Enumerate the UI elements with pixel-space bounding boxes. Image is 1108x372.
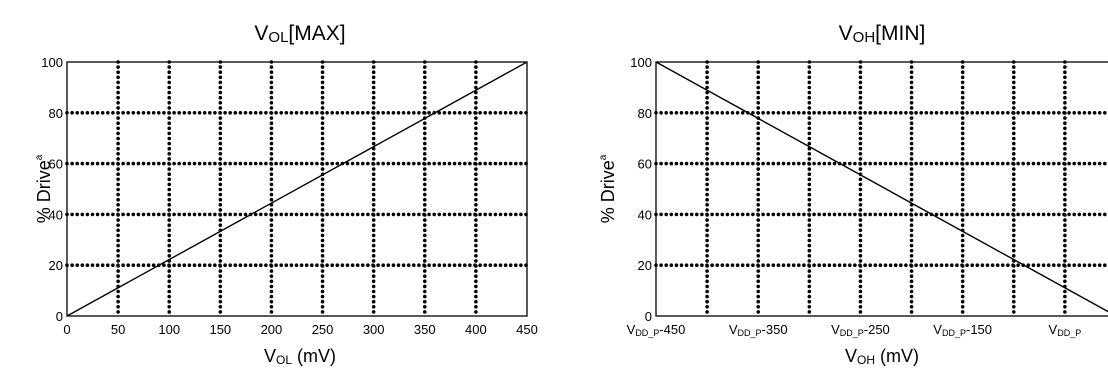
x-tick-label: 250 — [312, 322, 334, 337]
x-tick-label: 0 — [63, 322, 70, 337]
x-tick-label: 350 — [414, 322, 436, 337]
y-tick-label: 60 — [49, 157, 63, 172]
x-tick-label: 150 — [209, 322, 231, 337]
x-tick-label: 300 — [363, 322, 385, 337]
plot-frame — [66, 61, 528, 317]
y-tick-label: 80 — [49, 106, 63, 121]
x-tick-label: 400 — [465, 322, 487, 337]
y-tick-label: 40 — [49, 207, 63, 222]
y-tick-label: 0 — [645, 309, 652, 324]
x-axis-label: VOH (mV) — [845, 346, 919, 367]
x-tick-label: 100 — [158, 322, 180, 337]
grid — [65, 60, 529, 318]
chart-title: VOH[MIN] — [839, 22, 926, 46]
y-tick-label: 40 — [638, 207, 652, 222]
x-tick-label: VDD_P-450 — [627, 322, 686, 338]
x-tick-label: VDD_P-350 — [729, 322, 788, 338]
chart-vol-max: VOL[MAX] 0 20 40 60 80 100 0 50 100 150 200 250 300 3… — [34, 22, 538, 367]
x-tick-label: 50 — [111, 322, 125, 337]
grid — [654, 60, 1108, 318]
tick-labels: 0 20 40 60 80 100 0 50 100 150 200 250 300 350 400 450 — [41, 55, 538, 337]
y-axis-label: % Drivea — [34, 154, 54, 223]
x-axis-label: VOL (mV) — [264, 346, 336, 367]
y-tick-label: 20 — [638, 258, 652, 273]
y-tick-label: 20 — [49, 258, 63, 273]
chart-title: VOL[MAX] — [254, 22, 345, 46]
y-axis-label: % Drivea — [598, 154, 618, 223]
x-tick-label: 450 — [516, 322, 538, 337]
y-tick-label: 100 — [630, 55, 652, 70]
x-tick-label: VDD_P-150 — [933, 322, 992, 338]
plot-frame — [655, 61, 1108, 317]
tick-labels: 0 20 40 60 80 100 VDD_P-450 VDD_P-350 VDD_P-250 V… — [627, 55, 1082, 338]
y-tick-label: 60 — [638, 157, 652, 172]
x-tick-label: VDD_P — [1049, 322, 1082, 338]
x-tick-label: 200 — [261, 322, 283, 337]
x-tick-label: VDD_P-250 — [831, 322, 890, 338]
y-tick-label: 100 — [41, 55, 63, 70]
series-line — [66, 61, 528, 317]
chart-voh-min: VOH[MIN] 0 20 40 60 80 100 VDD_P-450 VDD_P-350 V… — [598, 22, 1108, 367]
series-line — [655, 61, 1108, 313]
y-tick-label: 80 — [638, 106, 652, 121]
y-tick-label: 0 — [56, 309, 63, 324]
